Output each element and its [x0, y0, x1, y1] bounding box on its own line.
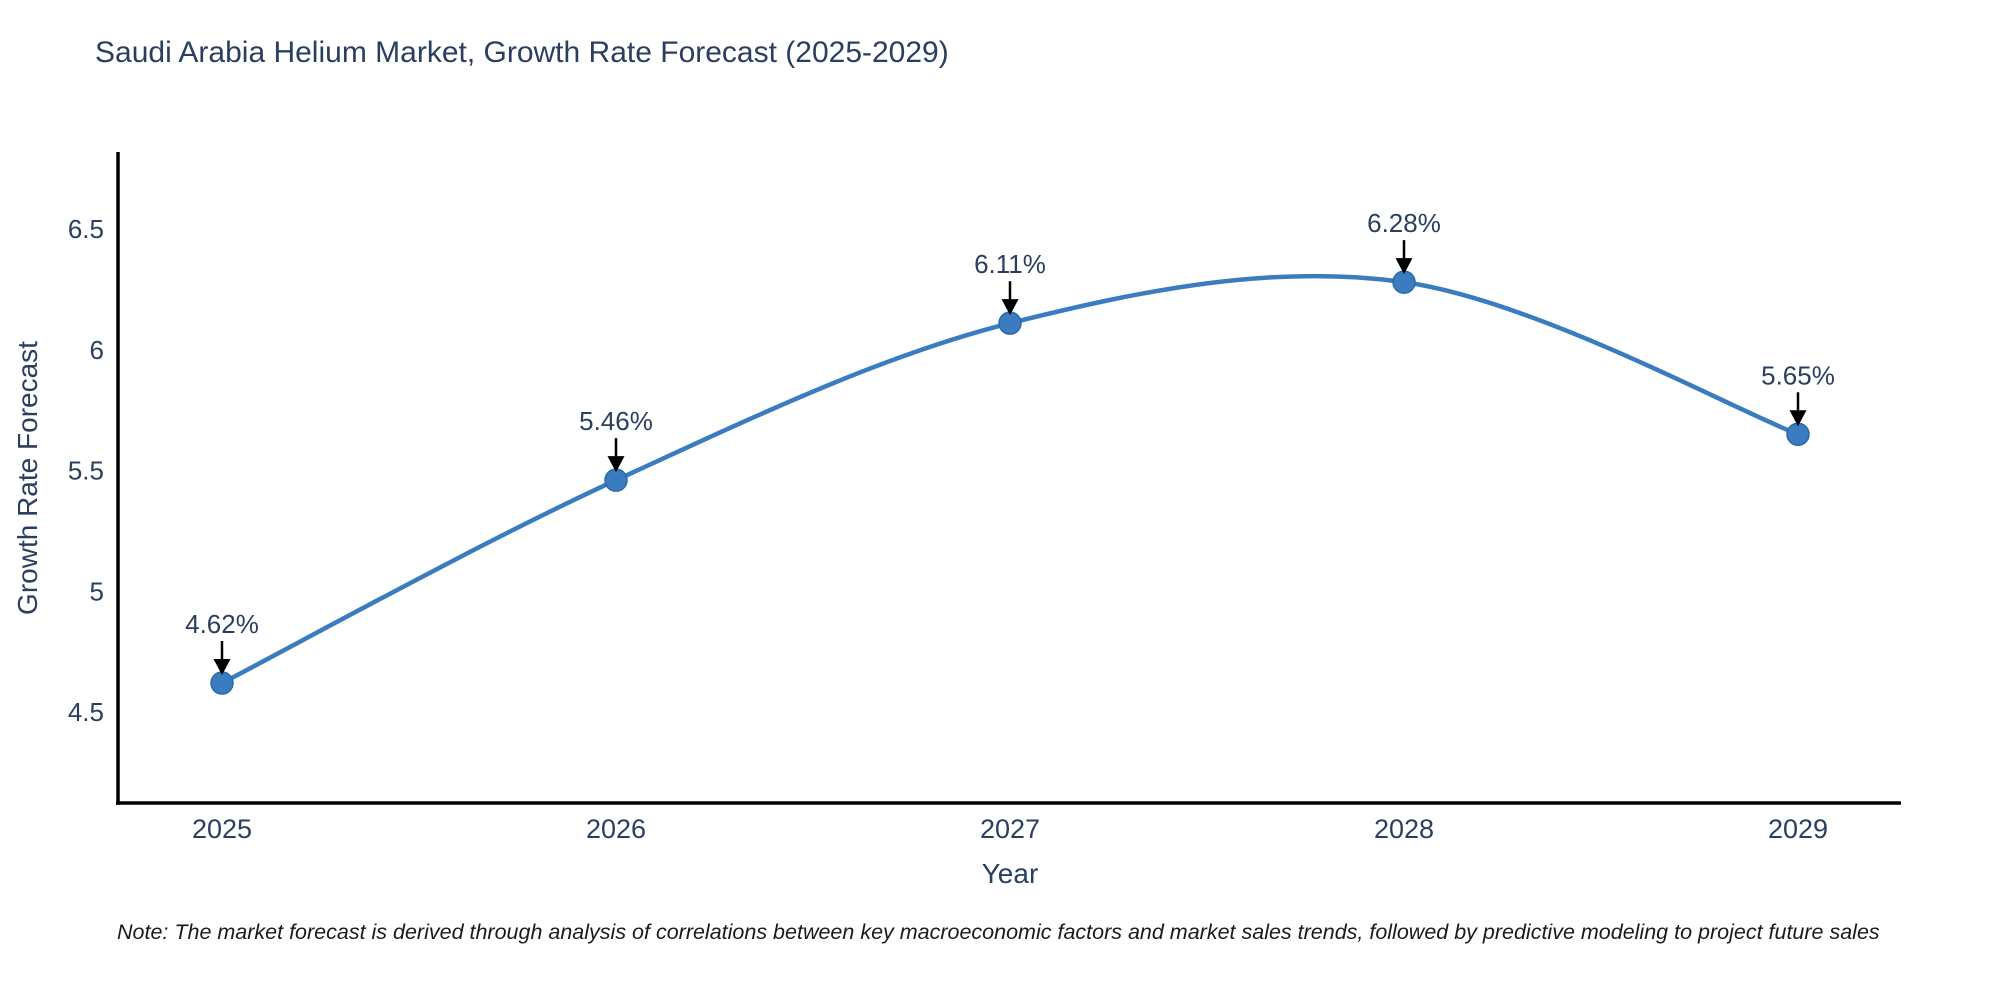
x-tick-label: 2027 [980, 814, 1040, 844]
chart-title: Saudi Arabia Helium Market, Growth Rate … [95, 36, 949, 69]
data-point-marker[interactable] [1786, 422, 1810, 447]
y-tick-label: 6 [90, 335, 104, 365]
annotation-arrowhead-icon [1001, 299, 1019, 316]
y-tick-label: 5 [90, 576, 104, 606]
data-point-value-label: 5.65% [1761, 360, 1835, 390]
annotation-arrowhead-icon [213, 659, 231, 676]
x-axis-title: Year [981, 858, 1039, 889]
x-tick-label: 2029 [1768, 814, 1828, 844]
x-tick-label: 2025 [192, 814, 252, 844]
data-point-value-label: 4.62% [185, 609, 259, 639]
chart-footnote: Note: The market forecast is derived thr… [117, 920, 1880, 944]
y-tick-label: 5.5 [68, 456, 104, 486]
data-point-marker[interactable] [1392, 270, 1416, 294]
data-point-marker[interactable] [604, 468, 628, 492]
x-tick-label: 2026 [586, 814, 646, 844]
trend-line [219, 273, 1801, 686]
data-point-marker[interactable] [210, 671, 234, 695]
data-point-value-label: 6.11% [974, 249, 1046, 279]
annotation-arrowhead-icon [607, 456, 625, 473]
data-point-value-label: 6.28% [1367, 208, 1441, 238]
y-tick-label: 6.5 [68, 214, 104, 244]
x-tick-label: 2028 [1374, 814, 1434, 844]
y-tick-label: 4.5 [68, 697, 104, 727]
data-point-marker[interactable] [998, 311, 1022, 335]
annotation-arrowhead-icon [1789, 410, 1807, 427]
annotation-arrowhead-icon [1395, 258, 1413, 275]
data-point-value-label: 5.46% [579, 406, 653, 436]
y-axis-title: Growth Rate Forecast [12, 341, 43, 615]
